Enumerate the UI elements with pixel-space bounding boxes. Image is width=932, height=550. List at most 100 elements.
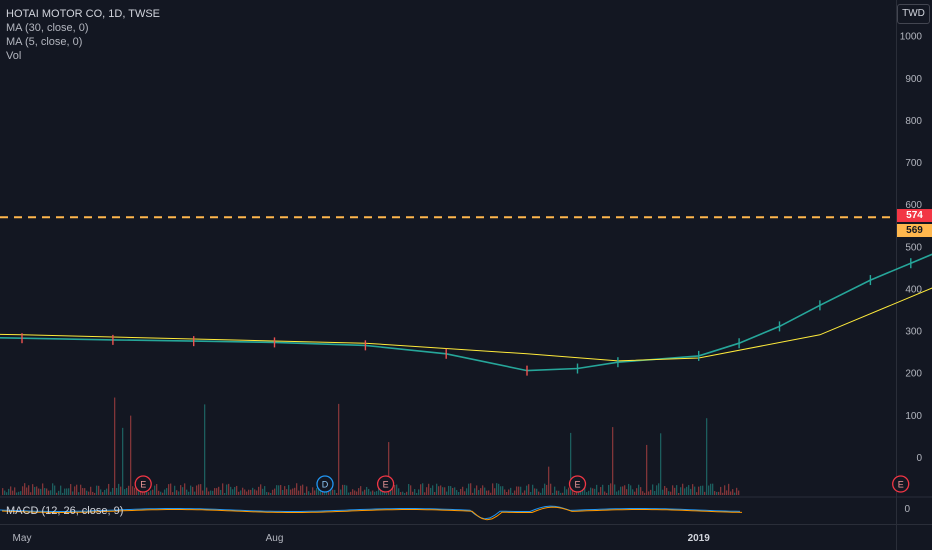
macd-legend[interactable]: MACD (12, 26, close, 9) <box>6 505 124 517</box>
volume-bar <box>514 490 516 495</box>
volume-bar <box>210 490 212 495</box>
macd-zero-tick: 0 <box>904 504 910 515</box>
volume-bar <box>290 489 292 495</box>
volume-bar <box>604 491 606 495</box>
volume-bar <box>408 483 410 495</box>
volume-bar <box>78 492 80 495</box>
volume-bar <box>228 483 230 495</box>
volume-bar <box>368 488 370 495</box>
volume-bar <box>622 486 624 495</box>
volume-bar <box>24 483 26 495</box>
volume-bar <box>534 488 536 495</box>
volume-bar <box>466 488 468 495</box>
volume-bar <box>614 484 616 495</box>
volume-bar <box>520 486 522 495</box>
volume-bar <box>482 485 484 495</box>
currency-button[interactable]: TWD <box>897 4 930 24</box>
volume-bar <box>10 486 12 495</box>
volume-bar <box>628 483 630 495</box>
volume-bar <box>154 485 156 495</box>
ma30-line[interactable] <box>0 154 932 362</box>
volume-bar <box>356 491 358 495</box>
volume-bar <box>702 485 704 495</box>
volume-bar <box>220 489 222 495</box>
legend-ma30[interactable]: MA (30, close, 0) <box>6 22 89 34</box>
volume-bar <box>454 487 456 495</box>
volume-bar <box>378 484 380 495</box>
volume-bar <box>216 488 218 495</box>
volume-bar <box>394 485 396 495</box>
volume-bar <box>636 488 638 495</box>
close-price-line[interactable] <box>0 137 932 372</box>
volume-bar <box>12 490 14 495</box>
event-marker-label: E <box>898 480 904 490</box>
legend-symbol-title[interactable]: HOTAI MOTOR CO, 1D, TWSE <box>6 8 161 20</box>
dividend-marker[interactable] <box>316 475 334 493</box>
volume-bar <box>616 491 618 495</box>
volume-bar <box>646 444 648 495</box>
legend-ma5[interactable]: MA (5, close, 0) <box>6 36 83 48</box>
volume-bar <box>532 484 534 495</box>
volume-bar <box>626 489 628 495</box>
volume-bar <box>690 488 692 495</box>
volume-bar <box>268 492 270 495</box>
volume-bar <box>174 485 176 495</box>
volume-bar <box>584 485 586 495</box>
earnings-marker[interactable] <box>892 475 910 493</box>
volume-bar <box>158 490 160 495</box>
volume-bar <box>386 492 388 495</box>
volume-bar <box>686 486 688 495</box>
legend-volume[interactable]: Vol <box>6 50 22 62</box>
volume-bar <box>558 490 560 495</box>
volume-bar <box>62 492 64 495</box>
volume-bar <box>496 483 498 495</box>
earnings-marker[interactable] <box>376 475 395 493</box>
volume-bar <box>714 491 716 495</box>
volume-bar <box>526 485 528 495</box>
volume-bar <box>52 483 54 495</box>
volume-bar <box>152 489 154 495</box>
volume-bar <box>360 486 362 495</box>
volume-bar <box>122 427 124 495</box>
volume-bar <box>110 491 112 495</box>
volume-bar <box>474 488 476 495</box>
volume-bar <box>306 486 308 495</box>
volume-bar <box>594 488 596 495</box>
volume-bar <box>198 484 200 495</box>
volume-bar <box>330 486 332 495</box>
volume-bar <box>528 484 530 495</box>
volume-bar <box>190 485 192 495</box>
volume-bar <box>366 486 368 495</box>
volume-bar <box>194 491 196 495</box>
volume-bar <box>464 491 466 495</box>
volume-bar <box>650 489 652 495</box>
volume-bar <box>486 490 488 495</box>
volume-bar <box>286 489 288 495</box>
volume-bar <box>34 486 36 495</box>
volume-bar <box>92 491 94 495</box>
volume-bar <box>240 490 242 495</box>
volume-bar <box>106 488 108 495</box>
volume-bar <box>88 491 90 495</box>
volume-bar <box>518 486 520 495</box>
volume-bar <box>302 484 304 495</box>
volume-bar <box>178 491 180 495</box>
volume-bar <box>126 487 128 495</box>
earnings-marker[interactable] <box>134 475 152 493</box>
y-tick-label: 600 <box>905 200 922 211</box>
volume-bar <box>722 492 724 495</box>
volume-bar <box>182 487 184 495</box>
volume-bar <box>502 486 504 495</box>
chart-legend: HOTAI MOTOR CO, 1D, TWSE MA (30, close, … <box>6 7 160 63</box>
volume-bar <box>700 485 702 495</box>
volume-bar <box>392 483 394 495</box>
volume-bar <box>642 491 644 495</box>
volume-bar <box>334 489 336 495</box>
volume-bar <box>550 483 552 495</box>
volume-bar <box>250 489 252 495</box>
volume-bar <box>362 491 364 495</box>
volume-bar <box>140 490 142 495</box>
earnings-marker[interactable] <box>568 475 587 493</box>
volume-bar <box>214 488 216 495</box>
